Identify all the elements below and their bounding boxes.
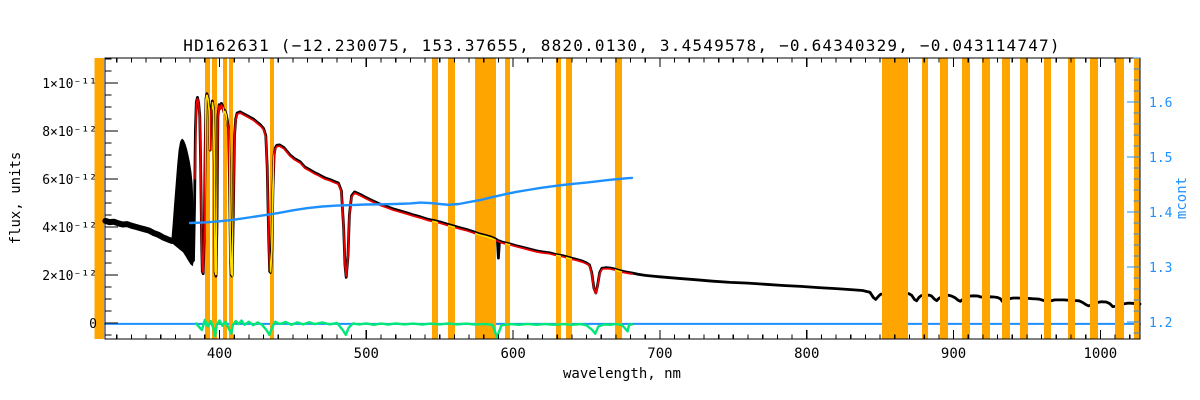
flux-spectrum-line [192,92,1142,308]
plot-box [104,57,1141,340]
masked-band [505,58,511,339]
wavelength-ticks [116,58,1131,339]
mcont-axis-label: mcont [1174,177,1190,219]
flux-tick-label: 0 [89,317,97,332]
flux-tick-label: 1×10⁻¹¹ [42,77,97,92]
fit-layer [194,94,633,297]
wavelength-tick-label: 1000 [1084,346,1118,362]
masked-band [1115,58,1125,339]
masked-band [962,58,970,339]
masked-band [205,58,210,339]
mcont-tick-label: 1.2 [1149,316,1172,331]
axes-layer [104,57,1141,340]
wavelength-tick-label: 600 [500,346,525,362]
masked-bands-over-layer [882,58,1140,339]
masked-band [432,58,438,339]
mcont-tick-label: 1.4 [1149,206,1173,221]
mcont-tick-label: 1.3 [1149,261,1172,276]
flux-tick-label: 2×10⁻¹² [42,269,97,284]
flux-tick-label: 8×10⁻¹² [42,125,97,140]
masked-band [1002,58,1011,339]
flux-spectrum-lead [102,217,175,244]
mcont-ticks [1127,57,1140,334]
masked-bands-under-layer [94,58,622,339]
masked-band [882,58,909,339]
masked-band [94,58,105,339]
mcont-tick-label: 1.5 [1149,151,1172,166]
masked-band [1044,58,1051,339]
masked-band [1020,58,1028,339]
wavelength-tick-label: 700 [647,346,672,362]
wavelength-tick-label: 500 [354,346,379,362]
mcont-tick-label: 1.6 [1149,96,1172,111]
residual-line [194,318,634,339]
wavelength-axis-label: wavelength, nm [563,366,681,382]
masked-band [922,58,928,339]
plot-title: HD162631 (−12.230075, 153.37655, 8820.01… [183,36,1060,55]
tick-labels: 0 2×10⁻¹² 4×10⁻¹² 6×10⁻¹² 8×10⁻¹² 1×10⁻¹¹ 1.2 1… [42,77,1172,362]
masked-band [940,58,948,339]
mcont-line [188,176,634,225]
flux-ticks [105,58,118,336]
flux-tick-label: 4×10⁻¹² [42,221,97,236]
masked-band [566,58,572,339]
mcont-layer [188,176,634,225]
masked-band [1134,58,1140,339]
flux-tick-label: 6×10⁻¹² [42,173,97,188]
wavelength-tick-label: 400 [207,346,232,362]
masked-band [615,58,622,339]
masked-band [1068,58,1075,339]
flux-axis-label: flux, units [8,152,24,245]
residual-layer [194,318,634,339]
masked-band [982,58,990,339]
masked-band [448,58,455,339]
masked-band [1090,58,1098,339]
masked-band [556,58,561,339]
wavelength-tick-label: 800 [794,346,819,362]
wavelength-tick-label: 900 [941,346,966,362]
plot-layers: 0 2×10⁻¹² 4×10⁻¹² 6×10⁻¹² 8×10⁻¹² 1×10⁻¹¹ 1.2 1… [42,57,1173,362]
flux-spectrum-balmer-jump [171,138,195,267]
masked-band [223,58,227,339]
